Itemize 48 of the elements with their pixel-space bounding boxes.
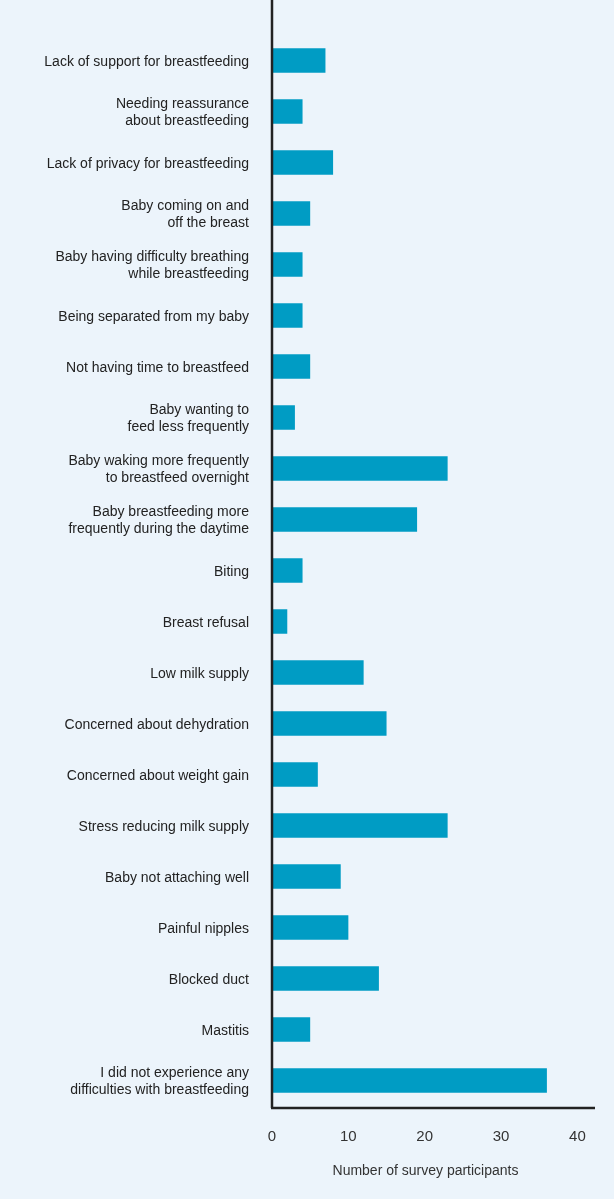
x-tick-label: 40 (569, 1127, 586, 1144)
y-tick-label: Lack of support for breastfeeding (44, 52, 249, 69)
y-tick-label: Low milk supply (150, 664, 249, 681)
bar (272, 252, 303, 277)
y-tick-label: Baby having difficulty breathing while breastfeeding (55, 248, 249, 281)
y-tick-label: Baby breastfeeding more frequently during the daytime (68, 503, 250, 536)
bar (272, 354, 311, 379)
y-tick-label: Breast refusal (162, 613, 249, 630)
x-tick-label: 0 (267, 1127, 277, 1144)
y-tick-label: Blocked duct (168, 970, 250, 987)
y-tick-label: Baby wanting to feed less frequently (127, 401, 250, 434)
bar (272, 201, 311, 226)
y-tick-label: Baby waking more frequently to breastfeed overnight (68, 452, 250, 485)
y-tick-label: Lack of privacy for breastfeeding (46, 154, 249, 171)
y-tick-label: Painful nipples (157, 919, 249, 936)
bar (272, 558, 303, 583)
x-tick-label: 20 (416, 1127, 434, 1144)
bar (272, 507, 418, 532)
bar (272, 99, 303, 124)
y-tick-label: Concerned about dehydration (64, 715, 249, 732)
bar (272, 456, 448, 481)
y-tick-label: Baby coming on and off the breast (121, 197, 250, 230)
x-tick-label: 30 (492, 1127, 510, 1144)
bar (272, 1068, 547, 1093)
y-tick-label: Baby not attaching well (105, 868, 249, 885)
bar (272, 813, 448, 838)
bar (272, 660, 364, 685)
bar (272, 150, 334, 175)
y-tick-label: Mastitis (201, 1021, 249, 1038)
bar (272, 1017, 311, 1042)
y-tick-label: Biting (213, 562, 249, 579)
bar (272, 405, 295, 430)
y-tick-label: Not having time to breastfeed (66, 358, 249, 375)
x-axis-title: Number of survey participants (332, 1162, 519, 1178)
y-tick-label: Being separated from my baby (58, 307, 249, 324)
bar (272, 609, 288, 634)
bar (272, 966, 379, 991)
x-tick-label: 10 (340, 1127, 357, 1144)
bar (272, 711, 387, 736)
bar (272, 303, 303, 328)
y-tick-label: Needing reassurance about breastfeeding (115, 95, 250, 128)
y-tick-label: Stress reducing milk supply (78, 817, 249, 834)
y-tick-label: Concerned about weight gain (66, 766, 249, 783)
bar (272, 864, 341, 889)
bar (272, 762, 318, 787)
bar (272, 915, 349, 940)
y-tick-label: I did not experience any difficulties with breastfeeding (70, 1064, 249, 1097)
bar (272, 48, 326, 73)
